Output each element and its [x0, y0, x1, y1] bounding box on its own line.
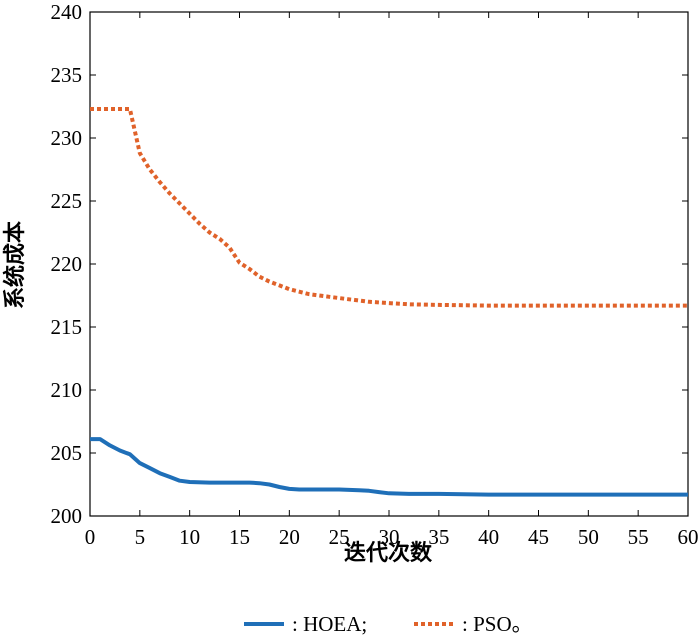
- axis-tick-labels: 0 5 10 15 20 25 30 35 40 45 50 55 60 200 205 210 215 220 2…: [51, 0, 699, 549]
- x-tick-label: 10: [179, 525, 200, 549]
- y-tick-label: 205: [51, 441, 83, 465]
- y-tick-label: 230: [51, 126, 83, 150]
- y-tick-label: 200: [51, 504, 83, 528]
- x-tick-label: 40: [478, 525, 499, 549]
- legend-label-hoea: : HOEA;: [292, 612, 367, 636]
- x-tick-label: 45: [528, 525, 549, 549]
- y-axis-title: 系统成本: [2, 221, 28, 309]
- x-tick-label: 5: [135, 525, 146, 549]
- series-lines: [90, 107, 688, 497]
- x-tick-label: 25: [329, 525, 350, 549]
- axis-ticks: [89, 11, 689, 517]
- plot-frame: [89, 11, 689, 517]
- y-tick-label: 210: [51, 378, 83, 402]
- y-tick-label: 235: [51, 63, 83, 87]
- x-tick-label: 15: [229, 525, 250, 549]
- plot-area: [89, 11, 689, 517]
- legend: : HOEA; : PSO。: [244, 612, 533, 636]
- x-tick-label: 50: [578, 525, 599, 549]
- legend-label-pso: : PSO。: [462, 612, 533, 636]
- series-line-hoea: [90, 437, 688, 497]
- series-line-pso: [90, 107, 688, 308]
- x-axis-title: 迭代次数: [344, 540, 433, 566]
- y-tick-label: 240: [51, 0, 83, 24]
- x-tick-label: 35: [428, 525, 449, 549]
- y-tick-label: 225: [51, 189, 83, 213]
- x-tick-label: 0: [85, 525, 96, 549]
- x-tick-label: 30: [379, 525, 400, 549]
- y-tick-label: 220: [51, 252, 83, 276]
- x-tick-label: 55: [628, 525, 649, 549]
- y-tick-label: 215: [51, 315, 83, 339]
- x-tick-label: 60: [678, 525, 699, 549]
- x-tick-label: 20: [279, 525, 300, 549]
